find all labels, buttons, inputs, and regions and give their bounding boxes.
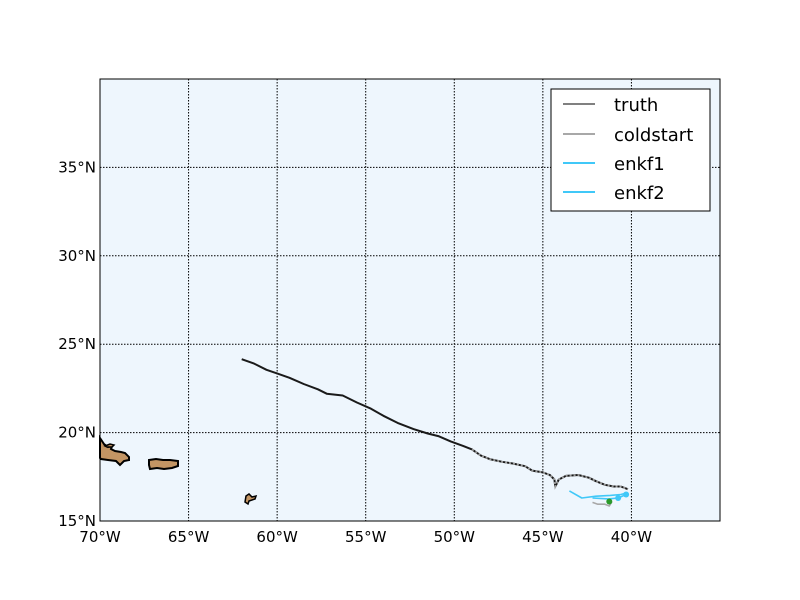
island-small-north xyxy=(103,443,116,448)
track-line-coldstart xyxy=(592,501,613,507)
track-line-enkf1 xyxy=(569,490,629,499)
island-puerto-rico xyxy=(148,457,179,471)
storm-tracks xyxy=(241,358,630,507)
longitude-tick-labels: 70°W 65°W 60°W 55°W 50°W 45°W 40°W xyxy=(79,528,652,546)
landmasses xyxy=(99,434,258,506)
map-frame xyxy=(99,78,721,522)
longitude-tick-label: 70°W xyxy=(79,528,121,546)
island-guadeloupe xyxy=(244,493,258,506)
latitude-tick-label: 35°N xyxy=(58,158,96,176)
latitude-tick-label: 20°N xyxy=(58,424,96,442)
track-endpoint-marker xyxy=(615,495,622,502)
track-endpoint-marker xyxy=(623,491,630,498)
longitude-tick-label: 60°W xyxy=(256,528,298,546)
legend: truth coldstart enkf1 enkf2 xyxy=(550,88,711,212)
longitude-tick-label: 65°W xyxy=(168,528,210,546)
legend-label-coldstart: coldstart xyxy=(614,125,693,146)
legend-box xyxy=(550,88,711,212)
latitude-tick-label: 25°N xyxy=(58,335,96,353)
legend-label-enkf1: enkf1 xyxy=(614,154,665,175)
longitude-tick-label: 55°W xyxy=(345,528,387,546)
track-endpoint-marker xyxy=(606,498,613,505)
track-line-truth-stipple xyxy=(471,448,629,491)
legend-label-truth: truth xyxy=(614,95,658,116)
track-line-enkf2 xyxy=(592,493,627,500)
latitude-tick-label: 30°N xyxy=(58,247,96,265)
longitude-tick-label: 45°W xyxy=(522,528,564,546)
longitude-tick-label: 50°W xyxy=(434,528,476,546)
latitude-tick-label: 15°N xyxy=(58,512,96,530)
latitude-tick-labels: 15°N 20°N 25°N 30°N 35°N xyxy=(58,158,96,530)
legend-label-enkf2: enkf2 xyxy=(614,183,665,204)
longitude-tick-label: 40°W xyxy=(611,528,653,546)
